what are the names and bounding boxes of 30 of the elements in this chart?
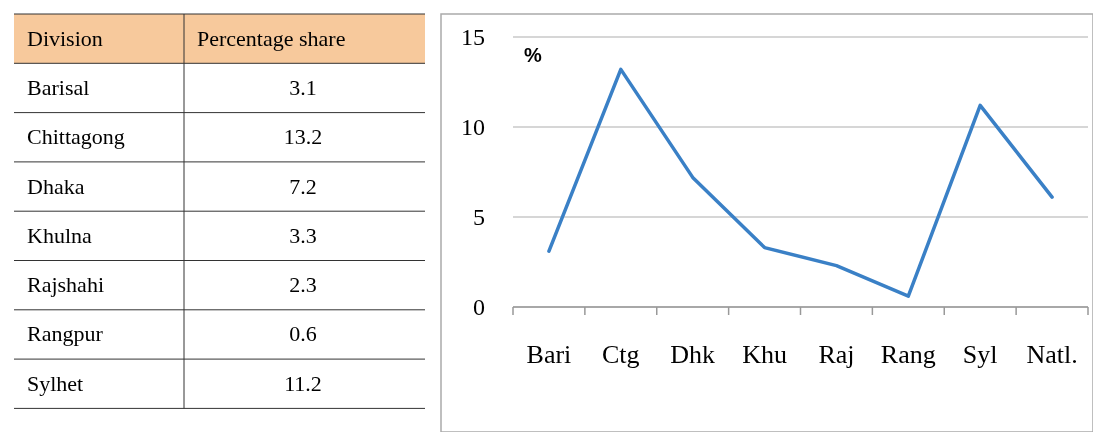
text: 0.6: [289, 321, 317, 347]
text: 3.1: [289, 74, 317, 100]
text: Sylhet: [27, 370, 84, 396]
y-axis-title: %: [524, 44, 542, 66]
x-tick-label: Dhk: [670, 340, 716, 369]
x-tick-label: Syl: [962, 340, 998, 369]
text: Barisal: [27, 74, 90, 100]
text: Rangpur: [27, 321, 104, 347]
y-tick-label: 0: [473, 294, 485, 320]
text: Chittagong: [27, 124, 125, 150]
y-tick-label: 10: [461, 114, 485, 140]
x-tick-label: Bari: [526, 340, 572, 369]
x-tick-label: Rang: [880, 340, 936, 369]
text: Percentage share: [197, 25, 346, 51]
text: Dhaka: [27, 173, 85, 199]
text: 11.2: [284, 370, 322, 396]
text: 13.2: [283, 124, 323, 150]
text: Rajshahi: [27, 272, 104, 298]
text: 3.3: [289, 222, 317, 248]
y-tick-label: 5: [473, 204, 485, 230]
text: Division: [27, 25, 103, 51]
x-tick-label: Ctg: [602, 340, 640, 369]
text: 7.2: [289, 173, 317, 199]
y-tick-label: 15: [461, 24, 485, 50]
text: 2.3: [289, 272, 317, 298]
x-tick-label: Khu: [742, 340, 787, 369]
line-series: [547, 67, 1054, 298]
x-tick-label: Raj: [818, 340, 855, 369]
x-tick-label: Natl.: [1026, 340, 1078, 369]
text: Khulna: [27, 222, 92, 248]
